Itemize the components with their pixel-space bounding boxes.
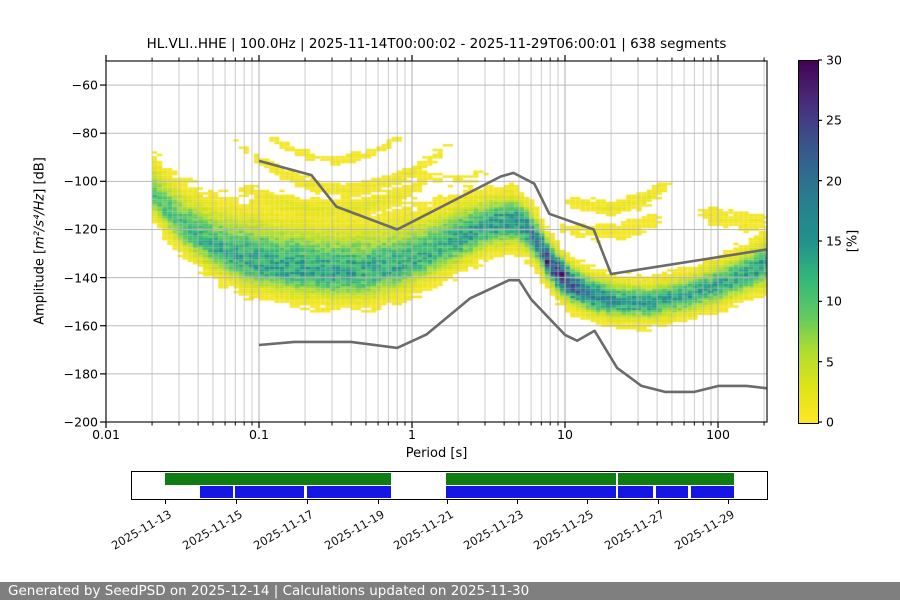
timeline-date-label: 2025-11-13 xyxy=(109,507,175,553)
y-tick-label: −160 xyxy=(63,318,98,334)
timeline-tick xyxy=(657,500,659,504)
colorbar-tick-label: 25 xyxy=(826,112,842,128)
x-tick-label: 1 xyxy=(408,427,416,442)
data-availability-timeline xyxy=(131,471,768,500)
timeline-date-label: 2025-11-27 xyxy=(602,507,667,553)
colorbar-tick-label: 10 xyxy=(826,293,842,309)
colorbar-unit-label: [%] xyxy=(845,229,861,253)
y-tick-label: −60 xyxy=(71,77,98,93)
y-axis-label: Amplitude [m²/s⁴/Hz] [dB] xyxy=(33,157,48,325)
timeline-green-segment xyxy=(618,472,734,486)
footer-text: Generated by SeedPSD on 2025-12-14 | Cal… xyxy=(8,583,530,599)
x-tick-label: 100 xyxy=(706,427,730,442)
y-axis-label-suffix: ] [dB] xyxy=(32,157,48,194)
timeline-tick xyxy=(587,500,589,504)
colorbar-tick-label: 20 xyxy=(826,173,842,189)
timeline-tick xyxy=(727,500,729,504)
timeline-tick xyxy=(378,500,380,504)
y-axis-label-math: m²/s⁴/Hz xyxy=(32,193,48,249)
y-tick-label: −180 xyxy=(63,366,98,382)
timeline-blue-segment xyxy=(199,485,233,499)
timeline-tick xyxy=(517,500,519,504)
timeline-blue-segment xyxy=(235,485,305,499)
timeline-date-label: 2025-11-19 xyxy=(322,507,388,553)
timeline-tick xyxy=(307,500,308,504)
ppsd-histogram-canvas xyxy=(106,61,767,422)
timeline-tick xyxy=(165,500,167,504)
timeline-blue-segment xyxy=(690,485,734,499)
y-tick-label: −120 xyxy=(63,221,98,237)
timeline-date-label: 2025-11-23 xyxy=(461,507,527,553)
timeline-blue-segment xyxy=(655,485,689,499)
timeline-blue-segment xyxy=(306,485,392,499)
y-tick-label: −80 xyxy=(71,125,98,141)
x-axis-label: Period [s] xyxy=(405,446,468,461)
plot-title: HL.VLI..HHE | 100.0Hz | 2025-11-14T00:00… xyxy=(146,36,727,52)
y-tick-label: −100 xyxy=(63,173,98,189)
x-tick-label: 10 xyxy=(557,427,573,442)
colorbar-tick-label: 0 xyxy=(826,414,834,430)
timeline-date-label: 2025-11-25 xyxy=(531,507,597,553)
y-tick-label: −140 xyxy=(63,270,98,286)
timeline-blue-segment xyxy=(446,485,616,499)
timeline-date-label: 2025-11-17 xyxy=(251,507,317,553)
x-tick-label: 0.1 xyxy=(249,427,269,442)
timeline-date-label: 2025-11-15 xyxy=(180,507,245,553)
colorbar-tick-label: 30 xyxy=(826,52,842,68)
x-tick-label: 0.01 xyxy=(92,427,120,442)
y-tick-label: −200 xyxy=(63,414,98,430)
footer-bar: Generated by SeedPSD on 2025-12-14 | Cal… xyxy=(0,582,900,600)
timeline-tick xyxy=(235,500,237,504)
colorbar-tick-label: 15 xyxy=(826,233,842,249)
colorbar-tick-label: 5 xyxy=(826,354,834,370)
timeline-green-segment xyxy=(165,472,392,486)
y-axis-label-prefix: Amplitude [ xyxy=(32,248,48,325)
timeline-date-label: 2025-11-29 xyxy=(672,507,737,553)
colorbar xyxy=(798,60,819,424)
timeline-green-segment xyxy=(446,472,616,486)
timeline-blue-segment xyxy=(618,485,654,499)
timeline-date-label: 2025-11-21 xyxy=(391,507,457,553)
timeline-tick xyxy=(447,500,449,504)
